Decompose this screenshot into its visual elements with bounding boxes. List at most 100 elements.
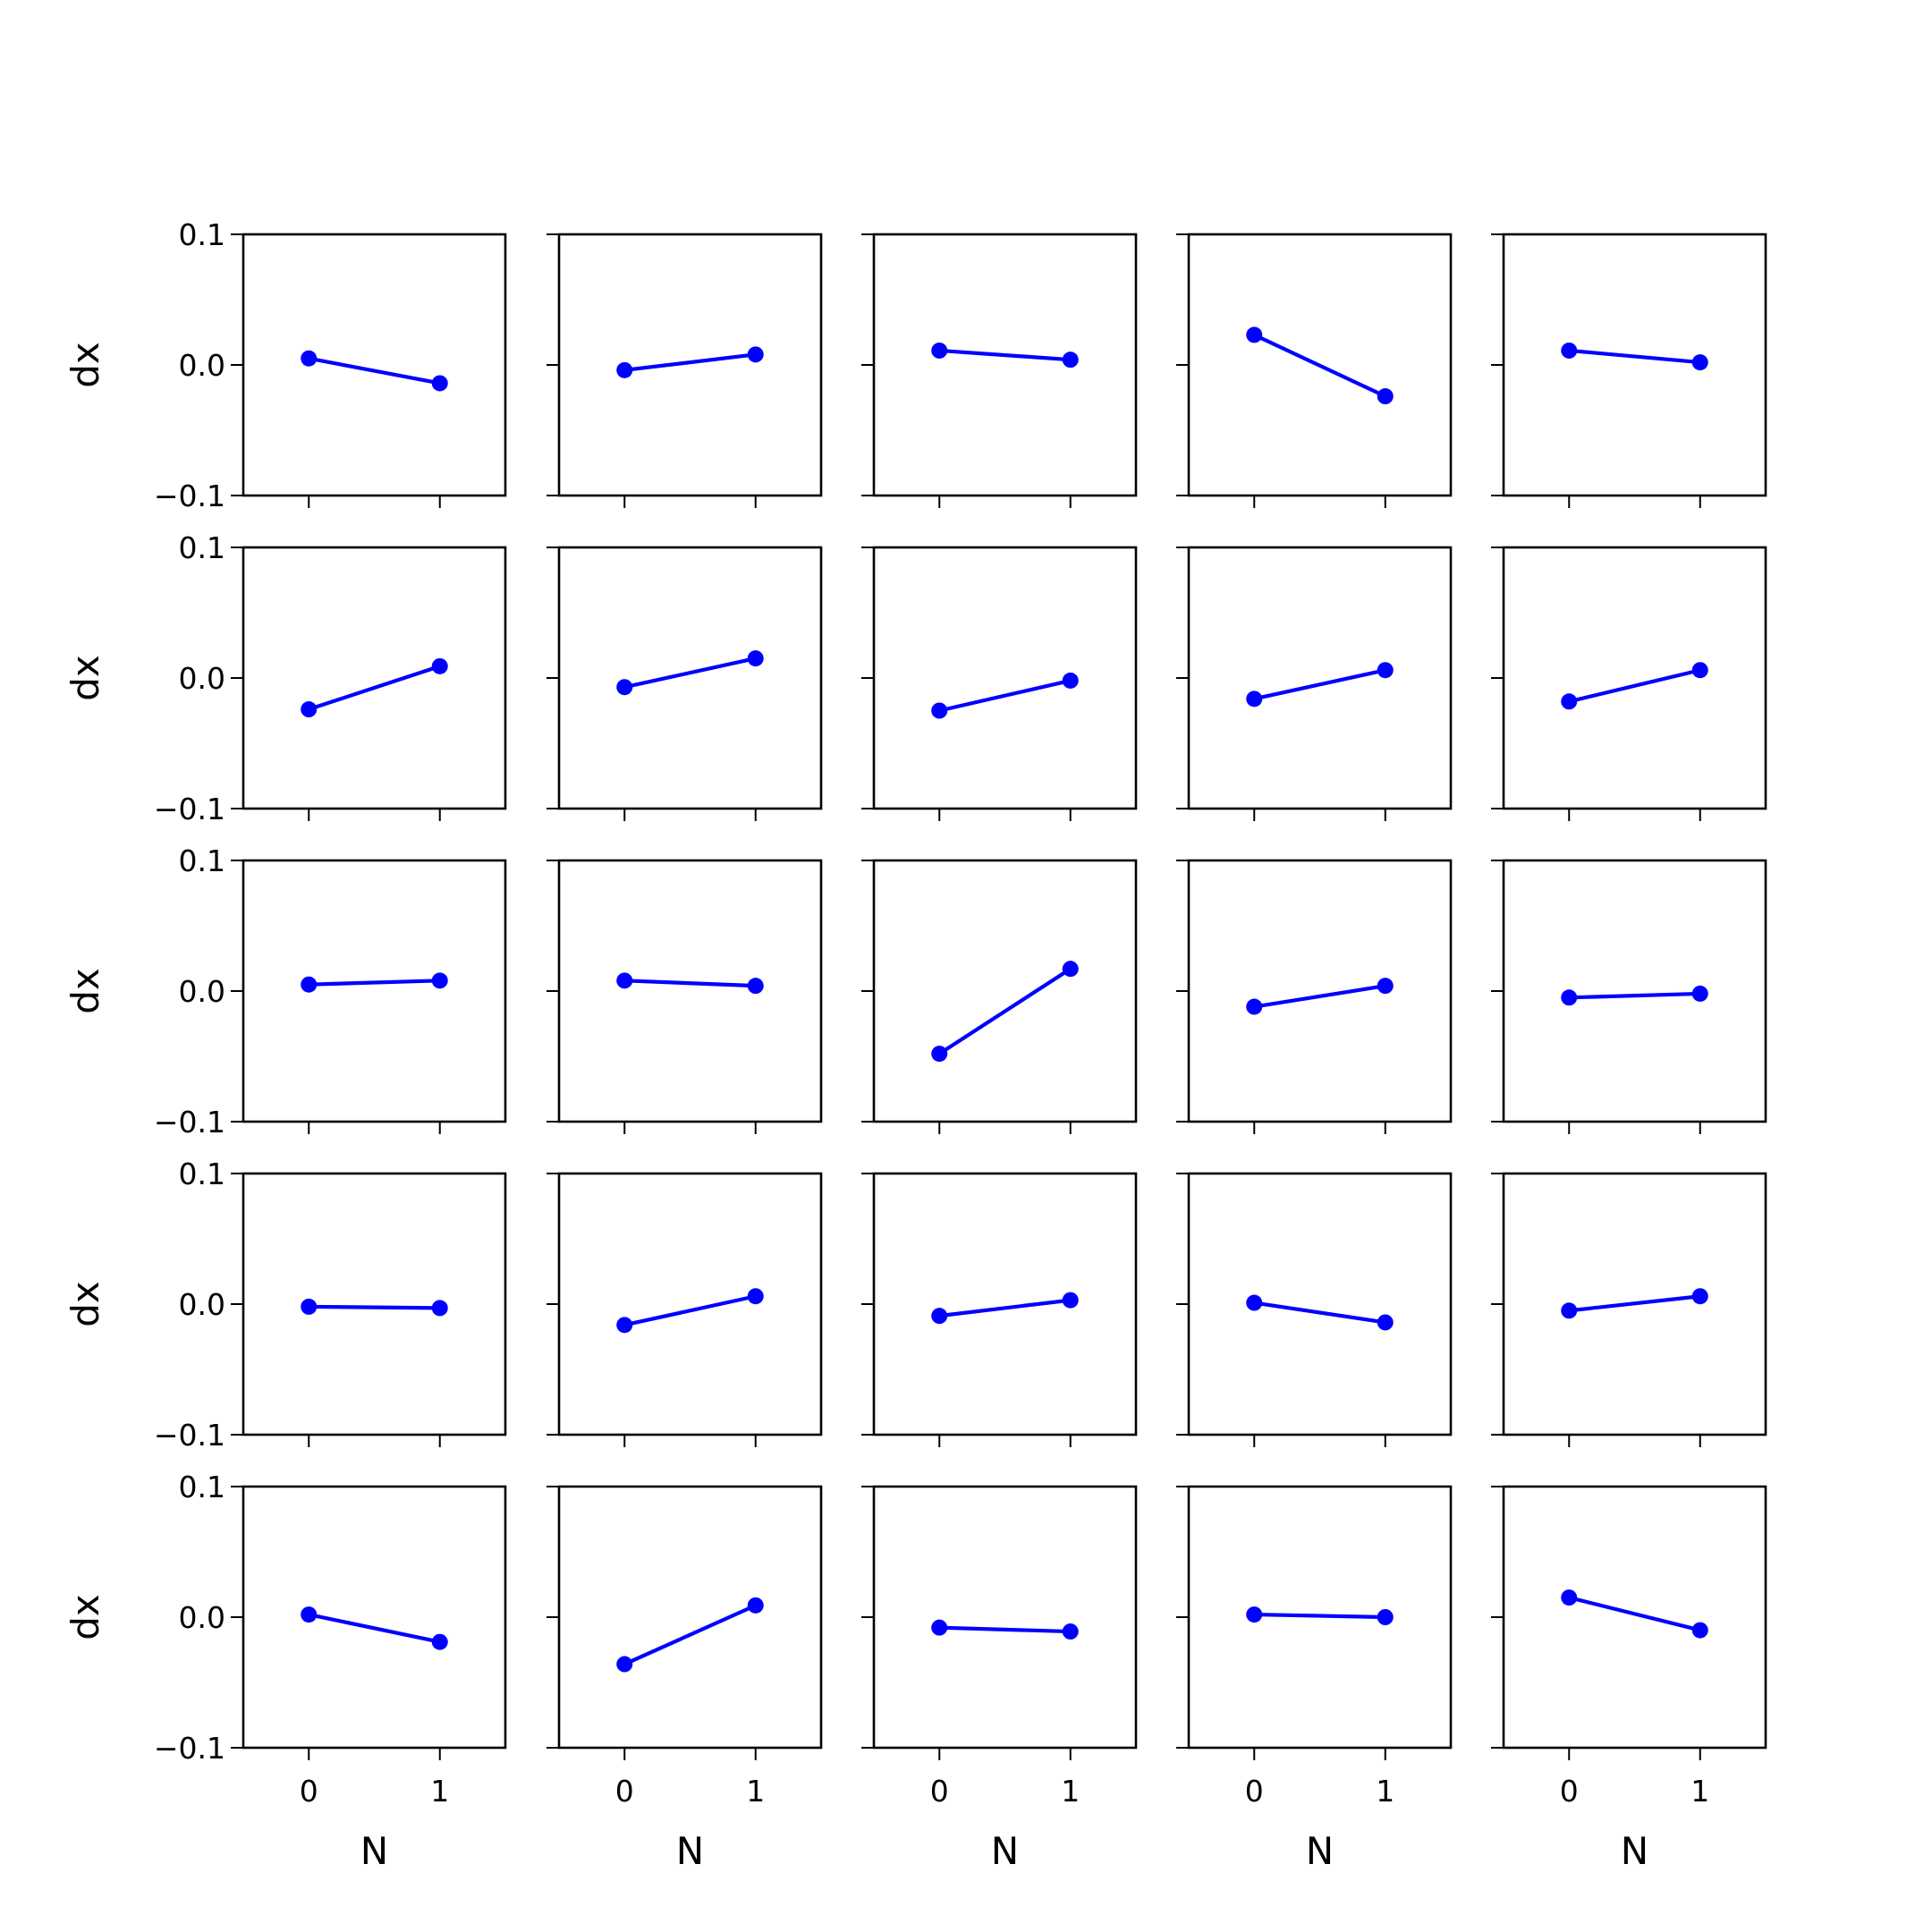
data-point bbox=[301, 701, 318, 718]
y-tick-label: 0.0 bbox=[179, 1287, 225, 1322]
axes-frame bbox=[242, 1172, 507, 1436]
subplot-r2-c3 bbox=[1176, 859, 1453, 1134]
y-tick-label: −0.1 bbox=[154, 792, 225, 826]
series-line bbox=[1253, 668, 1386, 701]
data-point bbox=[616, 1656, 633, 1673]
axes-frame bbox=[242, 233, 507, 497]
x-tick-label: 0 bbox=[300, 1774, 318, 1809]
data-point bbox=[616, 361, 633, 378]
series-line bbox=[1568, 668, 1701, 704]
data-point bbox=[1561, 693, 1578, 710]
data-point bbox=[1246, 1294, 1263, 1311]
data-point bbox=[301, 1606, 318, 1623]
y-tick-label: −0.1 bbox=[154, 479, 225, 513]
x-tick-label: 1 bbox=[1376, 1774, 1394, 1809]
axes-frame bbox=[872, 1172, 1138, 1436]
subplot-r1-c4 bbox=[1491, 546, 1767, 821]
series-line bbox=[623, 1603, 757, 1666]
y-tick-label: 0.1 bbox=[179, 530, 225, 565]
data-point bbox=[747, 978, 764, 995]
data-point bbox=[1246, 1606, 1263, 1623]
axes-frame bbox=[1502, 859, 1767, 1123]
axes-frame bbox=[557, 1485, 823, 1750]
series-line bbox=[624, 979, 756, 988]
y-tick-label: −0.1 bbox=[154, 1105, 225, 1140]
y-axis-label: dx bbox=[64, 1281, 107, 1327]
series-line bbox=[939, 1298, 1071, 1318]
data-point bbox=[1062, 1623, 1079, 1640]
x-tick-label: 0 bbox=[1560, 1774, 1579, 1809]
data-point bbox=[301, 350, 318, 367]
x-tick-label: 0 bbox=[930, 1774, 949, 1809]
subplot-r4-c2: 0 1 N bbox=[861, 1485, 1138, 1873]
subplot-r1-c3 bbox=[1176, 546, 1453, 821]
data-point bbox=[616, 679, 633, 696]
series-line bbox=[309, 1304, 440, 1310]
subplot-r2-c0: 0.1 0.0 −0.1 dx bbox=[64, 843, 507, 1140]
data-point bbox=[1062, 961, 1079, 978]
series-line bbox=[1569, 348, 1700, 365]
subplot-r1-c0: 0.1 0.0 −0.1 dx bbox=[64, 530, 507, 826]
x-tick-label: 1 bbox=[1061, 1774, 1080, 1809]
series-line bbox=[1568, 1596, 1701, 1632]
axes-frame bbox=[242, 1485, 507, 1750]
data-point bbox=[931, 1308, 948, 1325]
data-point bbox=[1691, 354, 1708, 371]
axes-frame bbox=[242, 859, 507, 1123]
subplot-r3-c3 bbox=[1176, 1172, 1453, 1447]
axes-frame bbox=[1502, 546, 1767, 810]
series-line bbox=[1253, 333, 1386, 398]
subplot-r4-c1: 0 1 N bbox=[547, 1485, 823, 1873]
axes-frame bbox=[1187, 859, 1453, 1123]
series-line bbox=[1254, 1612, 1385, 1620]
y-tick-label: 0.1 bbox=[179, 1157, 225, 1191]
data-point bbox=[431, 972, 448, 989]
axes-frame bbox=[1187, 546, 1453, 810]
series-line bbox=[624, 352, 756, 372]
data-point bbox=[1246, 326, 1263, 343]
data-point bbox=[747, 1597, 764, 1614]
data-point bbox=[1691, 985, 1708, 1002]
subplots-layer: 0.10.0−0.1dx0.10.0−0.1dx0.10.0−0.1dx0.10… bbox=[64, 217, 1767, 1873]
x-tick-label: 0 bbox=[615, 1774, 634, 1809]
series-line bbox=[1569, 1294, 1700, 1313]
series-line bbox=[309, 979, 440, 987]
data-point bbox=[431, 1633, 448, 1650]
axes-frame bbox=[872, 546, 1138, 810]
data-point bbox=[931, 702, 948, 719]
axes-frame bbox=[872, 859, 1138, 1123]
y-axis-label: dx bbox=[64, 655, 107, 701]
data-point bbox=[931, 1046, 948, 1063]
data-point bbox=[1246, 998, 1263, 1015]
axes-frame bbox=[872, 1485, 1138, 1750]
data-point bbox=[1062, 672, 1079, 689]
data-point bbox=[1377, 978, 1394, 995]
y-tick-label: 0.1 bbox=[179, 217, 225, 252]
data-point bbox=[431, 1300, 448, 1317]
subplot-r4-c0: 0.1 0.0 −0.1 0 1 dx N bbox=[64, 1470, 507, 1873]
data-point bbox=[431, 375, 448, 392]
data-point bbox=[1561, 1589, 1578, 1606]
series-line bbox=[939, 1625, 1071, 1634]
series-line bbox=[308, 664, 441, 712]
data-point bbox=[931, 342, 948, 359]
subplot-r1-c2 bbox=[861, 546, 1138, 821]
data-point bbox=[747, 650, 764, 667]
data-point bbox=[931, 1619, 948, 1636]
data-point bbox=[1691, 1622, 1708, 1639]
axes-frame bbox=[557, 233, 823, 497]
axes-frame bbox=[872, 233, 1138, 497]
x-axis-label: N bbox=[991, 1829, 1019, 1873]
x-axis-label: N bbox=[676, 1829, 704, 1873]
subplot-r1-c1 bbox=[547, 546, 823, 821]
y-tick-label: −0.1 bbox=[154, 1418, 225, 1453]
data-point bbox=[616, 1317, 633, 1334]
y-tick-label: 0.0 bbox=[179, 974, 225, 1009]
subplot-r4-c3: 0 1 N bbox=[1176, 1485, 1453, 1873]
x-axis-label: N bbox=[1306, 1829, 1334, 1873]
data-point bbox=[301, 1298, 318, 1315]
subplot-r2-c2 bbox=[861, 859, 1138, 1134]
series-line bbox=[1253, 984, 1386, 1009]
series-line bbox=[1569, 991, 1700, 1000]
